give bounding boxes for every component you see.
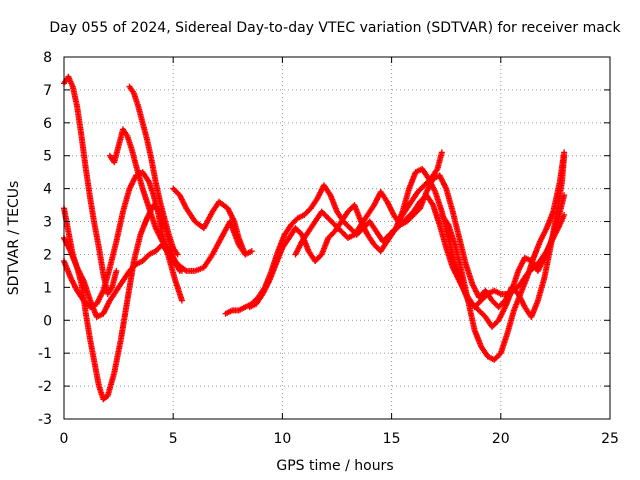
x-tick-label: 15 xyxy=(383,431,401,447)
data-point xyxy=(178,297,185,304)
grid-lines xyxy=(64,57,610,419)
y-tick-label: 8 xyxy=(43,50,52,66)
y-tick-label: -3 xyxy=(38,412,52,428)
axis-ticks: 0 5 10 15 20 25 -3 -2 -1 0 1 2 3 4 5 6 7 8 xyxy=(38,50,619,447)
series-track-e xyxy=(106,126,255,274)
series-track-d xyxy=(61,235,185,320)
data-point xyxy=(113,267,120,274)
plot-frame xyxy=(63,56,611,420)
series-track-f xyxy=(126,83,181,258)
data-point xyxy=(248,248,255,255)
y-tick-label: -2 xyxy=(38,379,52,395)
series-track-j xyxy=(292,152,568,320)
y-tick-label: 3 xyxy=(43,215,52,231)
data-point xyxy=(561,149,568,156)
y-tick-label: -1 xyxy=(38,346,52,362)
data-point xyxy=(438,149,445,156)
series-track-l xyxy=(438,149,568,363)
y-tick-label: 4 xyxy=(43,182,52,198)
data-layer xyxy=(61,73,568,403)
series-track-a xyxy=(61,73,120,297)
series-track-i xyxy=(246,192,568,330)
y-tick-label: 0 xyxy=(43,313,52,329)
y-tick-label: 1 xyxy=(43,280,52,296)
x-tick-label: 0 xyxy=(60,431,69,447)
x-tick-label: 10 xyxy=(273,431,291,447)
y-axis-label: SDTVAR / TECUs xyxy=(6,181,22,296)
chart-title: Day 055 of 2024, Sidereal Day-to-day VTE… xyxy=(49,20,621,36)
y-tick-label: 2 xyxy=(43,247,52,263)
y-tick-label: 5 xyxy=(43,149,52,165)
x-tick-label: 20 xyxy=(492,431,510,447)
y-tick-label: 7 xyxy=(43,83,52,99)
data-point xyxy=(174,251,181,258)
data-point xyxy=(242,251,249,258)
x-axis-label: GPS time / hours xyxy=(276,458,393,474)
x-tick-label: 25 xyxy=(601,431,619,447)
series-track-k xyxy=(395,149,445,225)
x-tick-label: 5 xyxy=(169,431,178,447)
y-tick-label: 6 xyxy=(43,116,52,132)
series-track-g xyxy=(170,185,249,258)
